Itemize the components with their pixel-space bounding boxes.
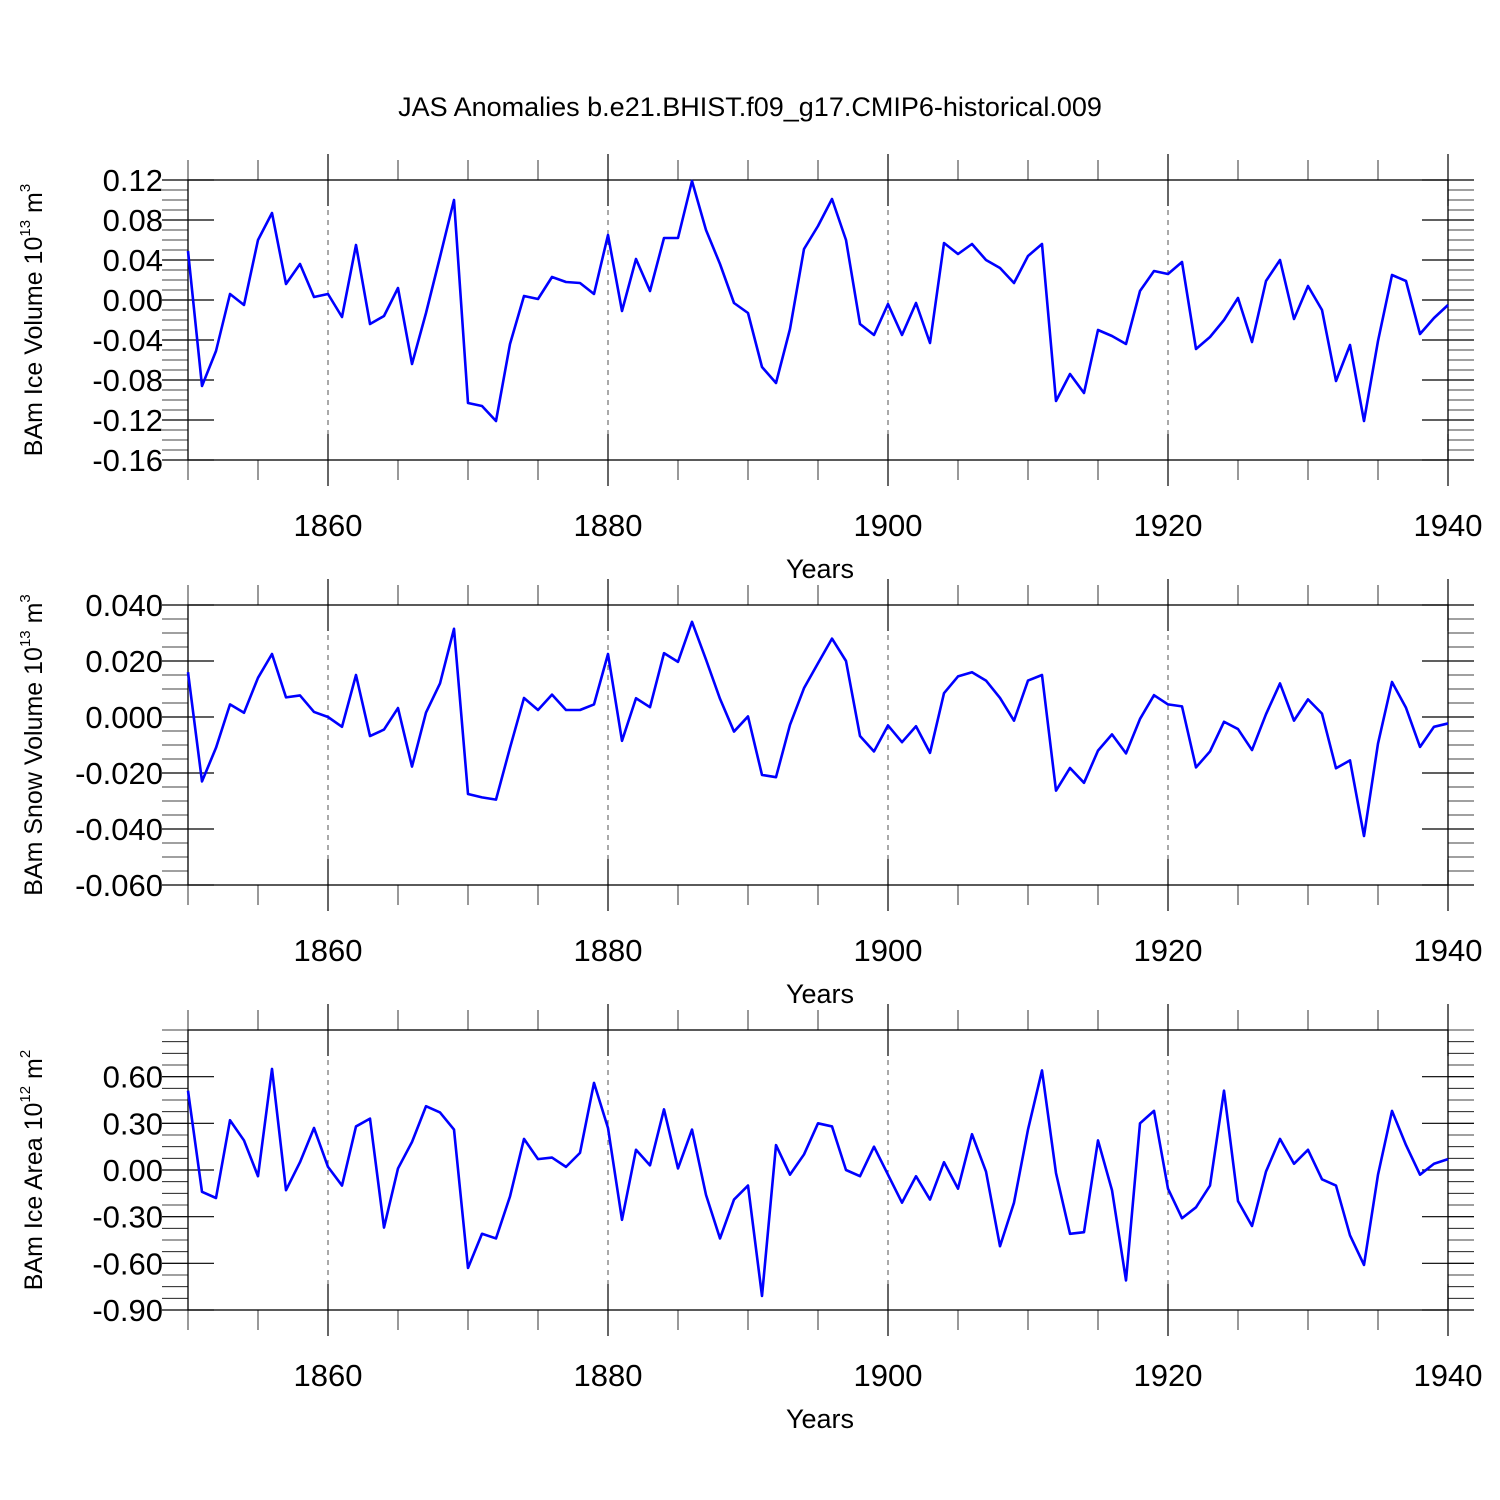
y-tick-label: 0.000 (85, 700, 163, 735)
y-tick-label: -0.020 (75, 756, 163, 791)
x-tick-label: 1860 (294, 933, 363, 968)
y-tick-label: 0.12 (103, 163, 163, 198)
x-tick-label: 1920 (1134, 508, 1203, 543)
y-tick-label: -0.16 (92, 443, 163, 478)
y-tick-label: -0.04 (92, 323, 163, 358)
y-axis-label: BAm Ice Area 1012 m2 (17, 1050, 48, 1290)
y-tick-label: 0.60 (103, 1060, 163, 1095)
x-tick-label: 1860 (294, 508, 363, 543)
y-axis-label: BAm Snow Volume 1013 m3 (17, 594, 48, 896)
y-axis-label: BAm Ice Volume 1013 m3 (17, 184, 48, 456)
y-tick-label: -0.90 (92, 1293, 163, 1328)
panel-3: 0.60 0.30 0.00 -0.30 -0.60 -0.90 1860 1880 1900 1… (17, 1004, 1482, 1434)
x-tick-label: 1900 (854, 508, 923, 543)
y-tick-label: 0.00 (103, 1153, 163, 1188)
y-tick-label: 0.020 (85, 644, 163, 679)
y-tick-label: -0.060 (75, 868, 163, 903)
y-tick-label: -0.30 (92, 1200, 163, 1235)
y-tick-label: -0.12 (92, 403, 163, 438)
x-tick-label: 1900 (854, 1358, 923, 1393)
x-tick-label: 1880 (574, 1358, 643, 1393)
y-tick-label: 0.08 (103, 203, 163, 238)
x-axis-label: Years (786, 554, 854, 584)
y-tick-label: -0.08 (92, 363, 163, 398)
plot-frame (187, 604, 1449, 886)
series-line (186, 620, 1449, 838)
x-tick-label: 1880 (574, 508, 643, 543)
y-tick-label: 0.04 (103, 243, 163, 278)
x-tick-label: 1920 (1134, 933, 1203, 968)
plot-frame (187, 179, 1449, 461)
x-tick-label: 1940 (1414, 508, 1483, 543)
series-line (186, 1067, 1449, 1298)
figure-title: JAS Anomalies b.e21.BHIST.f09_g17.CMIP6-… (398, 92, 1102, 122)
y-tick-label: 0.040 (85, 588, 163, 623)
y-tick-label: -0.040 (75, 812, 163, 847)
x-axis-label: Years (786, 979, 854, 1009)
x-tick-label: 1940 (1414, 933, 1483, 968)
x-tick-label: 1920 (1134, 1358, 1203, 1393)
y-tick-label: -0.60 (92, 1246, 163, 1281)
x-tick-label: 1900 (854, 933, 923, 968)
x-tick-label: 1940 (1414, 1358, 1483, 1393)
y-tick-label: 0.30 (103, 1106, 163, 1141)
panels: 0.12 0.08 0.04 0.00 -0.04 -0.08 -0.12 -0.16 1860… (17, 154, 1482, 1434)
panel-2: 0.040 0.020 0.000 -0.020 -0.040 -0.060 1860 188… (17, 579, 1482, 1009)
series-line (186, 179, 1449, 423)
x-tick-label: 1860 (294, 1358, 363, 1393)
x-tick-label: 1880 (574, 933, 643, 968)
panel-1: 0.12 0.08 0.04 0.00 -0.04 -0.08 -0.12 -0.16 1860… (17, 154, 1482, 584)
plot-frame (187, 1029, 1449, 1311)
y-tick-label: 0.00 (103, 283, 163, 318)
x-axis-label: Years (786, 1404, 854, 1434)
